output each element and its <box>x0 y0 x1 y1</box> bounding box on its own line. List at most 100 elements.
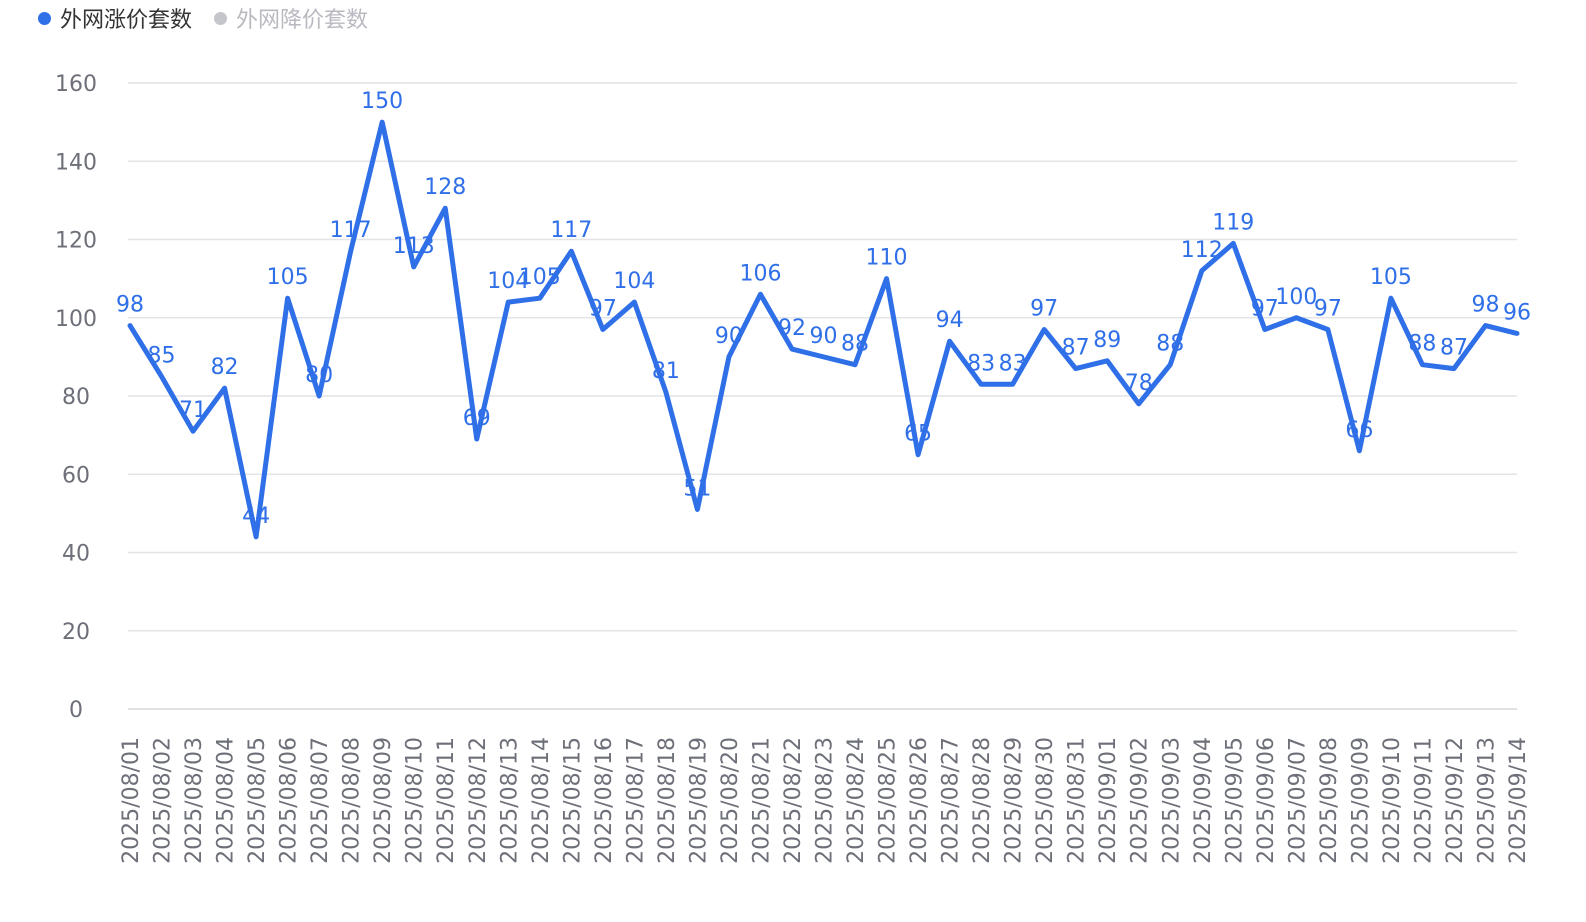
data-point[interactable] <box>693 505 701 513</box>
x-tick-label: 2025/09/06 <box>1254 737 1279 864</box>
data-label: 106 <box>739 261 781 286</box>
data-point[interactable] <box>1135 400 1143 408</box>
data-label: 80 <box>305 363 333 388</box>
data-point[interactable] <box>1166 361 1174 369</box>
data-point[interactable] <box>883 275 891 283</box>
data-point[interactable] <box>914 451 922 459</box>
data-point[interactable] <box>1229 239 1237 247</box>
data-label: 92 <box>778 316 806 341</box>
data-point[interactable] <box>662 388 670 396</box>
data-point[interactable] <box>1261 325 1269 333</box>
data-point[interactable] <box>946 337 954 345</box>
data-point[interactable] <box>1009 380 1017 388</box>
x-tick-label: 2025/08/19 <box>686 737 711 864</box>
data-point[interactable] <box>1418 361 1426 369</box>
data-label: 97 <box>1030 296 1058 321</box>
data-point[interactable] <box>1292 314 1300 322</box>
data-point[interactable] <box>378 118 386 126</box>
data-point[interactable] <box>347 247 355 255</box>
y-tick-label: 100 <box>55 307 97 332</box>
x-tick-label: 2025/08/05 <box>245 737 270 864</box>
x-tick-label: 2025/08/17 <box>623 737 648 864</box>
x-tick-label: 2025/09/10 <box>1380 737 1405 864</box>
x-tick-label: 2025/08/13 <box>497 737 522 864</box>
data-point[interactable] <box>1072 365 1080 373</box>
data-point[interactable] <box>820 353 828 361</box>
x-tick-label: 2025/08/30 <box>1033 737 1058 864</box>
data-point[interactable] <box>1513 329 1521 337</box>
data-point[interactable] <box>536 294 544 302</box>
legend-label-rise: 外网涨价套数 <box>60 8 193 33</box>
y-tick-label: 160 <box>55 72 97 97</box>
data-point[interactable] <box>221 384 229 392</box>
data-point[interactable] <box>126 322 134 330</box>
data-label: 97 <box>589 296 617 321</box>
data-point[interactable] <box>851 361 859 369</box>
data-label: 105 <box>267 265 309 290</box>
data-point[interactable] <box>1355 447 1363 455</box>
x-tick-label: 2025/09/07 <box>1285 737 1310 864</box>
x-tick-label: 2025/08/31 <box>1065 737 1090 864</box>
x-tick-label: 2025/08/24 <box>844 737 869 864</box>
x-tick-label: 2025/08/27 <box>939 737 964 864</box>
series-line-rise[interactable] <box>127 119 1520 540</box>
y-tick-label: 60 <box>62 463 90 488</box>
data-label: 100 <box>1275 285 1317 310</box>
y-tick-label: 140 <box>55 150 97 175</box>
data-label: 69 <box>463 406 491 431</box>
data-point[interactable] <box>1103 357 1111 365</box>
legend-item-rise[interactable]: 外网涨价套数 <box>38 2 192 34</box>
x-tick-label: 2025/09/13 <box>1474 737 1499 864</box>
data-point[interactable] <box>158 372 166 380</box>
x-axis: 2025/08/01 2025/08/02 2025/08/03 2025/08/04… <box>119 737 1531 864</box>
data-label: 98 <box>1471 293 1499 318</box>
data-point[interactable] <box>504 298 512 306</box>
data-label: 112 <box>1181 238 1223 263</box>
x-tick-label: 2025/09/09 <box>1348 737 1373 864</box>
data-point[interactable] <box>725 353 733 361</box>
x-tick-label: 2025/08/29 <box>1002 737 1027 864</box>
data-point[interactable] <box>1450 365 1458 373</box>
x-tick-label: 2025/08/02 <box>151 737 176 864</box>
data-point[interactable] <box>1198 267 1206 275</box>
data-label: 71 <box>179 398 207 423</box>
x-tick-label: 2025/08/21 <box>749 737 774 864</box>
x-tick-label: 2025/09/08 <box>1317 737 1342 864</box>
data-label: 97 <box>1314 296 1342 321</box>
y-tick-label: 20 <box>62 620 90 645</box>
x-tick-label: 2025/08/01 <box>119 737 144 864</box>
data-label: 98 <box>116 293 144 318</box>
data-point[interactable] <box>1324 325 1332 333</box>
data-point[interactable] <box>189 427 197 435</box>
data-point[interactable] <box>1387 294 1395 302</box>
x-tick-label: 2025/08/22 <box>781 737 806 864</box>
series-layer <box>126 118 1521 541</box>
data-point[interactable] <box>599 325 607 333</box>
data-label: 44 <box>242 504 270 529</box>
data-point[interactable] <box>315 392 323 400</box>
data-label: 78 <box>1125 371 1153 396</box>
data-point[interactable] <box>1040 325 1048 333</box>
data-point[interactable] <box>441 204 449 212</box>
data-point[interactable] <box>567 247 575 255</box>
x-tick-label: 2025/08/10 <box>403 737 428 864</box>
data-point[interactable] <box>284 294 292 302</box>
data-point[interactable] <box>252 533 260 541</box>
legend-item-fall[interactable]: 外网降价套数 <box>214 2 368 34</box>
legend-label-fall: 外网降价套数 <box>236 8 369 33</box>
data-point[interactable] <box>1481 322 1489 330</box>
x-tick-label: 2025/08/07 <box>308 737 333 864</box>
data-point[interactable] <box>977 380 985 388</box>
x-tick-label: 2025/09/01 <box>1096 737 1121 864</box>
data-point[interactable] <box>788 345 796 353</box>
data-point[interactable] <box>410 263 418 271</box>
x-tick-label: 2025/08/23 <box>813 737 838 864</box>
y-tick-label: 80 <box>62 385 90 410</box>
grid-lines <box>128 82 1517 710</box>
x-tick-label: 2025/08/04 <box>214 737 239 864</box>
data-point[interactable] <box>756 290 764 298</box>
y-axis: 0 20 40 60 80 100 120 140 160 <box>55 72 97 723</box>
data-point[interactable] <box>630 298 638 306</box>
data-point[interactable] <box>473 435 481 443</box>
